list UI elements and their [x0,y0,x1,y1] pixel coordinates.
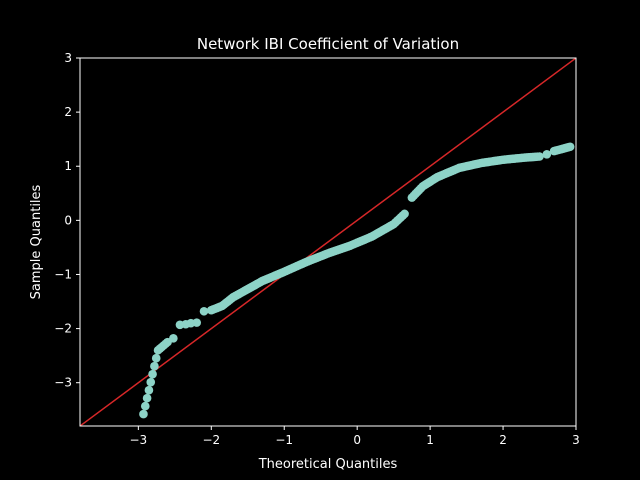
y-tick-label: 0 [64,213,72,227]
x-tick-label: 0 [353,433,361,447]
chart-title: Network IBI Coefficient of Variation [197,35,459,53]
data-point [139,409,148,419]
y-axis-label: Sample Quantiles [29,184,44,299]
data-point [400,209,409,219]
data-point [192,318,202,327]
y-tick-label: 1 [64,159,72,173]
data-point [150,361,159,371]
data-point [146,377,156,387]
x-axis-label: Theoretical Quantiles [258,457,398,472]
data-point [144,385,154,395]
data-point [542,150,552,159]
y-axis-ticks: −3 −2 −1 0 1 2 3 [54,51,80,390]
data-point [148,369,157,379]
plot-frame [79,57,577,427]
y-tick-label: −1 [54,267,72,281]
x-tick-label: −1 [275,433,293,447]
y-tick-label: 2 [64,105,72,119]
data-point [565,142,575,152]
data-point [169,334,178,343]
data-point [140,401,150,411]
y-tick-label: −2 [54,322,72,336]
y-tick-label: −3 [54,376,72,390]
data-point [199,306,209,316]
x-tick-label: 1 [426,433,434,447]
x-tick-label: 3 [572,433,580,447]
x-tick-label: −3 [130,433,148,447]
data-point [151,353,161,363]
x-tick-label: 2 [499,433,507,447]
reference-line [80,58,576,426]
data-point [142,393,152,403]
y-tick-label: 3 [64,51,72,65]
plot-area [80,58,576,426]
x-tick-label: −2 [202,433,220,447]
data-point [535,152,544,161]
x-axis-ticks: −3 −2 −1 0 1 2 3 [130,426,580,447]
